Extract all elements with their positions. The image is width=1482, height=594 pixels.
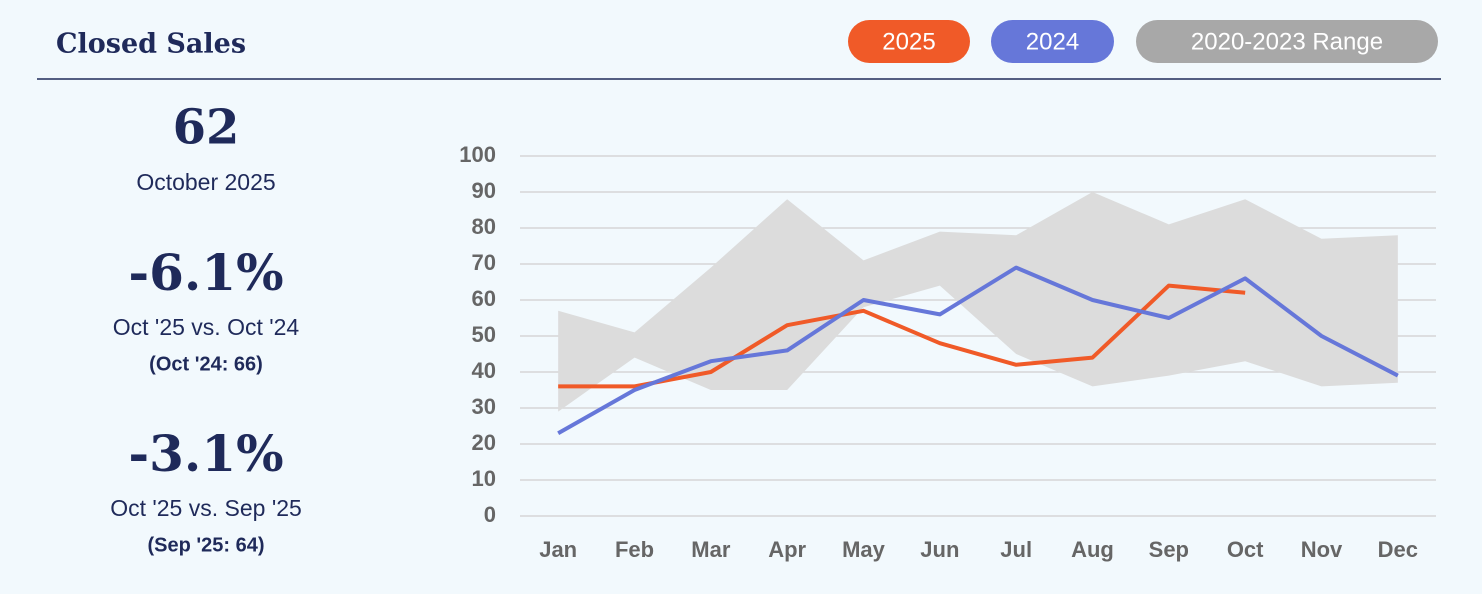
y-tick-label: 10 [472, 466, 496, 491]
x-tick-label: Apr [768, 537, 806, 562]
x-tick-label: Jun [920, 537, 959, 562]
x-tick-label: Jul [1000, 537, 1032, 562]
x-tick-label: Feb [615, 537, 654, 562]
y-tick-label: 20 [472, 430, 496, 455]
prior-value: (Oct '24: 66) [149, 353, 263, 375]
comparison-label: Oct '25 vs. Oct '24 [113, 314, 300, 340]
x-tick-label: Oct [1227, 537, 1264, 562]
comparison-label: Oct '25 vs. Sep '25 [110, 495, 302, 521]
x-tick-label: Nov [1301, 537, 1343, 562]
x-tick-label: May [842, 537, 886, 562]
series-line [557, 265, 1399, 435]
x-tick-label: Jan [539, 537, 577, 562]
x-tick-label: Mar [691, 537, 731, 562]
prior-value: (Sep '25: 64) [147, 534, 264, 556]
y-tick-label: 80 [472, 214, 496, 239]
y-tick-label: 0 [484, 502, 496, 527]
legend-pill [991, 20, 1114, 63]
y-tick-label: 90 [472, 178, 496, 203]
change: -3.1% [128, 424, 283, 483]
y-tick-label: 30 [472, 394, 496, 419]
y-tick-label: 40 [472, 358, 496, 383]
period: October 2025 [136, 169, 275, 195]
legend-label: 2025 [882, 28, 935, 55]
legend-label: 2020-2023 Range [1191, 28, 1383, 55]
x-tick-label: Sep [1149, 537, 1189, 562]
change: -6.1% [128, 243, 283, 302]
y-tick-label: 70 [472, 250, 496, 275]
legend-label: 2024 [1026, 28, 1079, 55]
y-tick-label: 60 [472, 286, 496, 311]
current-value: 62 [173, 100, 240, 156]
legend-pill [848, 20, 970, 63]
x-tick-label: Dec [1378, 537, 1418, 562]
legend-pill [1136, 20, 1438, 63]
x-tick-label: Aug [1071, 537, 1114, 562]
range-band [558, 192, 1398, 412]
title: Closed Sales [56, 29, 246, 60]
y-tick-label: 50 [472, 322, 496, 347]
series-line [558, 283, 1246, 389]
y-tick-label: 100 [459, 142, 496, 167]
